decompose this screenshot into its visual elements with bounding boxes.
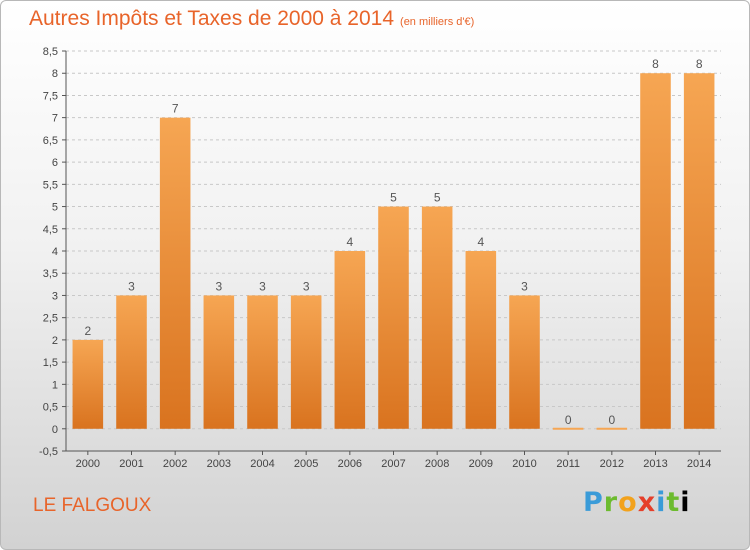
value-label-2010: 3 bbox=[521, 279, 528, 293]
value-label-2011: 0 bbox=[565, 413, 572, 427]
bar-2006 bbox=[334, 251, 366, 429]
x-tick-label-2010: 2010 bbox=[512, 458, 536, 470]
x-tick-label-2002: 2002 bbox=[163, 458, 187, 470]
x-tick-label-2012: 2012 bbox=[600, 458, 624, 470]
y-tick-label: 4 bbox=[52, 246, 58, 258]
bar-2005 bbox=[290, 295, 322, 429]
x-tick-label-2008: 2008 bbox=[425, 458, 449, 470]
y-tick-label: 2 bbox=[52, 335, 58, 347]
y-tick-label: 0,5 bbox=[43, 402, 58, 414]
y-tick-label: 1 bbox=[52, 379, 58, 391]
x-tick-label-2000: 2000 bbox=[76, 458, 100, 470]
x-tick-label-2013: 2013 bbox=[643, 458, 667, 470]
x-tick-label-2007: 2007 bbox=[381, 458, 405, 470]
value-label-2014: 8 bbox=[696, 57, 703, 71]
bar-2000 bbox=[72, 339, 104, 429]
chart-title-block: Autres Impôts et Taxes de 2000 à 2014 (en… bbox=[29, 7, 474, 31]
commune-name: LE FALGOUX bbox=[33, 495, 152, 516]
y-tick-label: 4,5 bbox=[43, 224, 58, 236]
y-tick-label: 5 bbox=[52, 202, 58, 214]
proxiti-logo: Proxiti bbox=[583, 487, 691, 518]
y-tick-label: 0 bbox=[52, 424, 58, 436]
bar-2010 bbox=[509, 295, 540, 429]
value-label-2002: 7 bbox=[172, 102, 179, 116]
y-tick-label: 5,5 bbox=[43, 179, 58, 191]
value-label-2008: 5 bbox=[434, 191, 441, 205]
y-tick-label: 8,5 bbox=[43, 46, 58, 58]
bar-2013 bbox=[640, 73, 671, 429]
value-label-2001: 3 bbox=[128, 279, 135, 293]
bar-2001 bbox=[116, 295, 147, 429]
y-tick-label: 2,5 bbox=[43, 313, 58, 325]
y-tick-label: 7 bbox=[52, 113, 58, 125]
bar-2004 bbox=[247, 295, 278, 429]
x-tick-label-2009: 2009 bbox=[469, 458, 493, 470]
bar-2014 bbox=[683, 73, 715, 429]
x-tick-label-2005: 2005 bbox=[294, 458, 318, 470]
bar-2007 bbox=[378, 206, 409, 429]
value-label-2006: 4 bbox=[346, 235, 353, 249]
chart-unit: (en milliers d'€) bbox=[400, 16, 475, 28]
value-label-2009: 4 bbox=[477, 235, 484, 249]
x-tick-label-2006: 2006 bbox=[338, 458, 362, 470]
y-tick-label: 6 bbox=[52, 157, 58, 169]
value-label-2000: 2 bbox=[84, 324, 91, 338]
y-tick-label: 6,5 bbox=[43, 135, 58, 147]
y-tick-label: 8 bbox=[52, 68, 58, 80]
x-tick-label-2003: 2003 bbox=[207, 458, 231, 470]
value-label-2003: 3 bbox=[215, 279, 222, 293]
value-label-2005: 3 bbox=[303, 279, 310, 293]
value-label-2012: 0 bbox=[608, 413, 615, 427]
x-tick-label-2014: 2014 bbox=[687, 458, 711, 470]
bar-2009 bbox=[465, 251, 497, 429]
chart-title: Autres Impôts et Taxes de 2000 à 2014 bbox=[29, 7, 395, 30]
bar-2008 bbox=[421, 206, 453, 429]
y-tick-label: 7,5 bbox=[43, 90, 58, 102]
y-tick-label: -0,5 bbox=[39, 446, 58, 458]
y-tick-label: 3,5 bbox=[43, 268, 58, 280]
value-label-2013: 8 bbox=[652, 57, 659, 71]
bar-2003 bbox=[203, 295, 235, 429]
value-label-2004: 3 bbox=[259, 279, 266, 293]
x-tick-label-2011: 2011 bbox=[556, 458, 580, 470]
y-tick-label: 1,5 bbox=[43, 357, 58, 369]
value-label-2007: 5 bbox=[390, 191, 397, 205]
x-tick-label-2001: 2001 bbox=[119, 458, 143, 470]
x-tick-label-2004: 2004 bbox=[250, 458, 274, 470]
y-tick-label: 3 bbox=[52, 290, 58, 302]
bar-2002 bbox=[159, 117, 191, 429]
